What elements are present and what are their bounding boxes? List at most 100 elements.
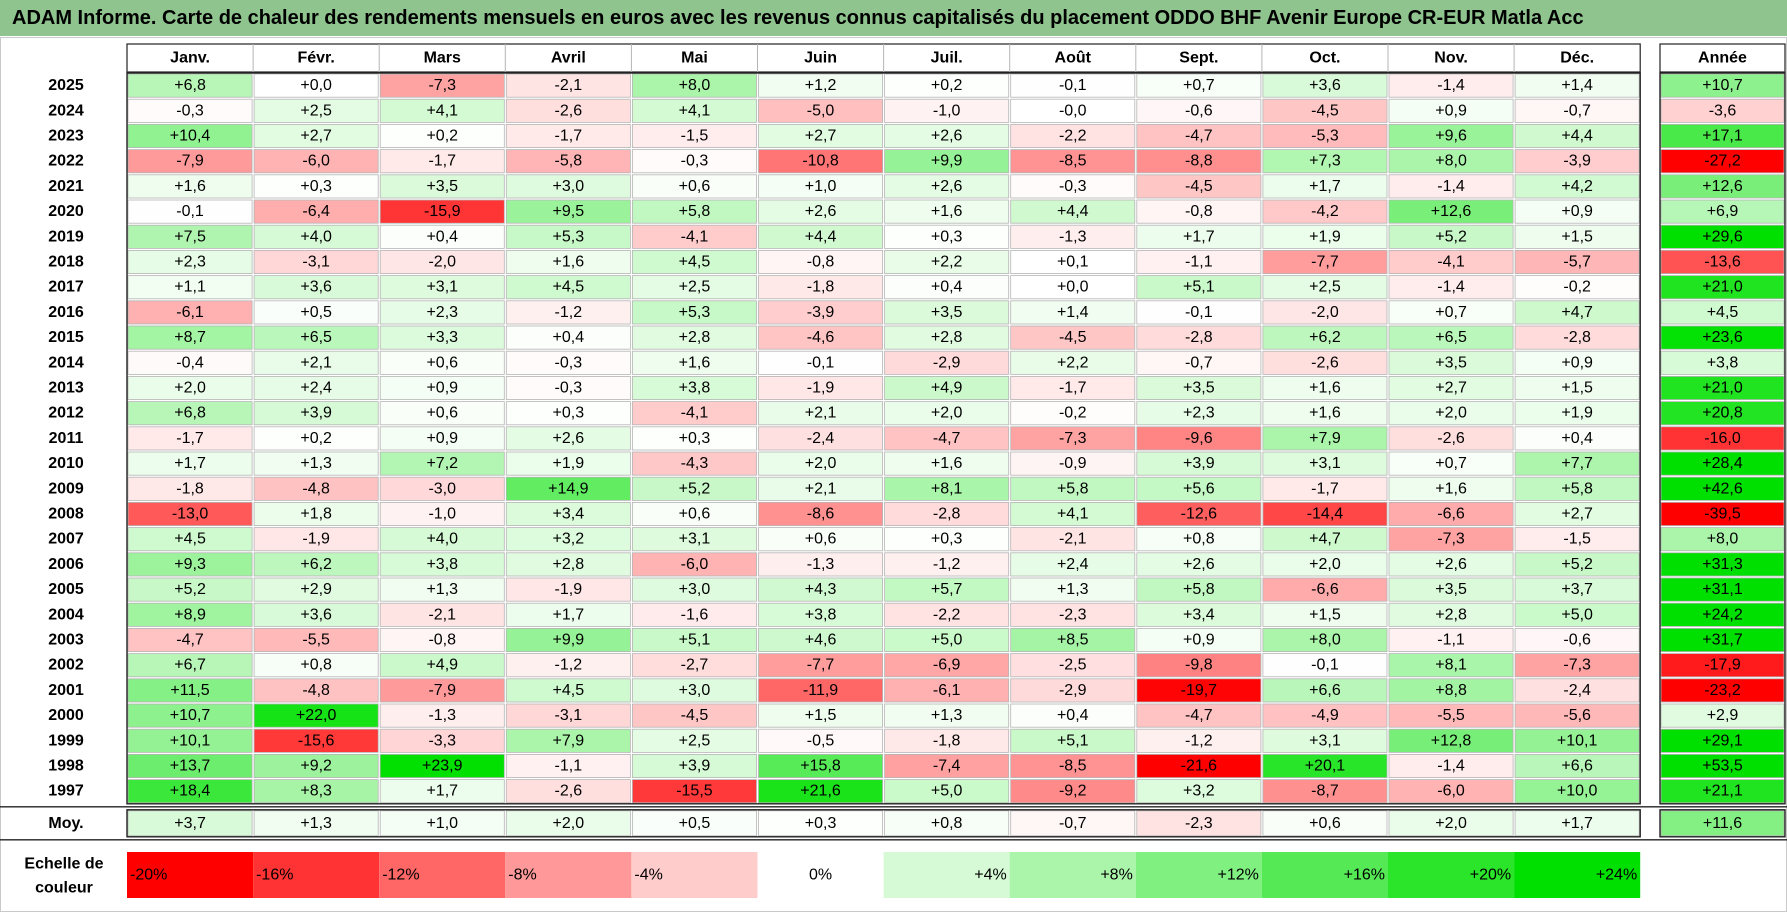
average-annual-value: +11,6	[1703, 815, 1742, 832]
cell-value: +3,8	[426, 556, 458, 573]
heatmap-cell	[1514, 476, 1640, 501]
cell-value: +7,5	[174, 228, 206, 245]
heatmap-cell	[1514, 124, 1640, 149]
cell-value: +2,2	[1057, 354, 1089, 371]
cell-value: +1,6	[679, 354, 711, 371]
average-value: +3,7	[174, 815, 206, 832]
legend-swatch	[1514, 852, 1641, 898]
heatmap-cell	[253, 754, 379, 779]
cell-value: -6,0	[302, 153, 330, 170]
page-title: ADAM Informe. Carte de chaleur des rende…	[0, 0, 1787, 36]
heatmap-cell	[127, 451, 253, 476]
cell-value: +5,1	[1057, 732, 1089, 749]
heatmap-cell	[758, 451, 883, 476]
cell-value: -1,8	[933, 732, 961, 749]
heatmap-cell	[758, 501, 883, 526]
average-value: +1,3	[300, 815, 332, 832]
cell-value: +3,6	[300, 606, 332, 623]
legend-label: -16%	[256, 867, 293, 884]
heatmap-cell	[1010, 174, 1136, 199]
heatmap-cell	[632, 577, 757, 602]
heatmap-cell	[1010, 199, 1136, 224]
heatmap-cell	[379, 73, 505, 98]
heatmap-cell	[1010, 350, 1136, 375]
cell-value: +10,4	[170, 128, 211, 145]
cell-value: +1,3	[300, 455, 332, 472]
cell-value: +5,8	[679, 203, 711, 220]
heatmap-cell	[253, 476, 379, 501]
cell-value: +2,7	[1435, 380, 1467, 397]
cell-value: -0,1	[1185, 304, 1213, 321]
heatmap-cell	[1136, 350, 1262, 375]
cell-value: +1,7	[1183, 228, 1215, 245]
cell-value: +2,7	[1561, 506, 1593, 523]
cell-value: -2,8	[1563, 329, 1591, 346]
heatmap-cell	[1262, 375, 1388, 400]
annual-value: +23,6	[1702, 329, 1743, 346]
annual-cell	[1660, 300, 1785, 325]
heatmap-cell	[505, 451, 631, 476]
cell-value: -4,3	[681, 455, 709, 472]
heatmap-cell	[758, 73, 883, 98]
cell-value: +4,9	[426, 657, 458, 674]
cell-value: +10,1	[1557, 732, 1598, 749]
cell-value: +1,5	[1309, 606, 1341, 623]
heatmap-cell	[1262, 224, 1388, 249]
cell-value: -15,5	[676, 783, 713, 800]
heatmap-cell	[1010, 73, 1136, 98]
heatmap-cell	[1136, 527, 1262, 552]
cell-value: +4,5	[553, 682, 585, 699]
heatmap-cell	[379, 728, 505, 753]
average-value: +0,6	[1309, 815, 1341, 832]
year-label: 2025	[48, 77, 84, 94]
annual-cell	[1660, 678, 1785, 703]
legend-label: -12%	[382, 867, 419, 884]
cell-value: -7,9	[428, 682, 456, 699]
heatmap-cell	[1010, 728, 1136, 753]
cell-value: +0,6	[679, 178, 711, 195]
heatmap-cell	[1514, 401, 1640, 426]
cell-value: +2,3	[174, 254, 206, 271]
heatmap-cell	[127, 703, 253, 728]
heatmap-cell	[1388, 628, 1514, 653]
cell-value: -1,9	[555, 581, 583, 598]
heatmap-cell	[1010, 527, 1136, 552]
cell-value: +1,3	[426, 581, 458, 598]
cell-value: +2,5	[679, 279, 711, 296]
annual-cell	[1660, 476, 1785, 501]
heatmap-cell	[1262, 728, 1388, 753]
heatmap-cell	[1514, 224, 1640, 249]
cell-value: +3,8	[805, 606, 837, 623]
heatmap-cell	[253, 174, 379, 199]
heatmap-cell	[1136, 451, 1262, 476]
cell-value: -9,8	[1185, 657, 1213, 674]
year-label: 2019	[48, 228, 84, 245]
heatmap-cell	[379, 577, 505, 602]
heatmap-cell	[505, 325, 631, 350]
heatmap-cell	[632, 300, 757, 325]
heatmap-cell	[1136, 375, 1262, 400]
heatmap-cell	[505, 703, 631, 728]
cell-value: -5,7	[1563, 254, 1591, 271]
average-cell	[632, 810, 757, 837]
cell-value: -0,3	[176, 102, 204, 119]
heatmap-cell	[1010, 275, 1136, 300]
cell-value: +2,0	[1435, 405, 1467, 422]
cell-value: -2,6	[555, 783, 583, 800]
cell-value: +3,3	[426, 329, 458, 346]
cell-value: -0,7	[1563, 102, 1591, 119]
cell-value: -1,7	[1059, 380, 1087, 397]
legend-title-line1: Echelle de	[24, 856, 103, 873]
cell-value: +9,2	[300, 758, 332, 775]
heatmap-cell	[1514, 527, 1640, 552]
average-cell	[379, 810, 505, 837]
heatmap-cell	[884, 527, 1010, 552]
cell-value: -3,1	[302, 254, 330, 271]
cell-value: +4,7	[1561, 304, 1593, 321]
cell-value: +6,2	[300, 556, 332, 573]
heatmap-cell	[1262, 249, 1388, 274]
year-label: 2020	[48, 203, 84, 220]
cell-value: +1,4	[1057, 304, 1089, 321]
heatmap-cell	[1136, 174, 1262, 199]
